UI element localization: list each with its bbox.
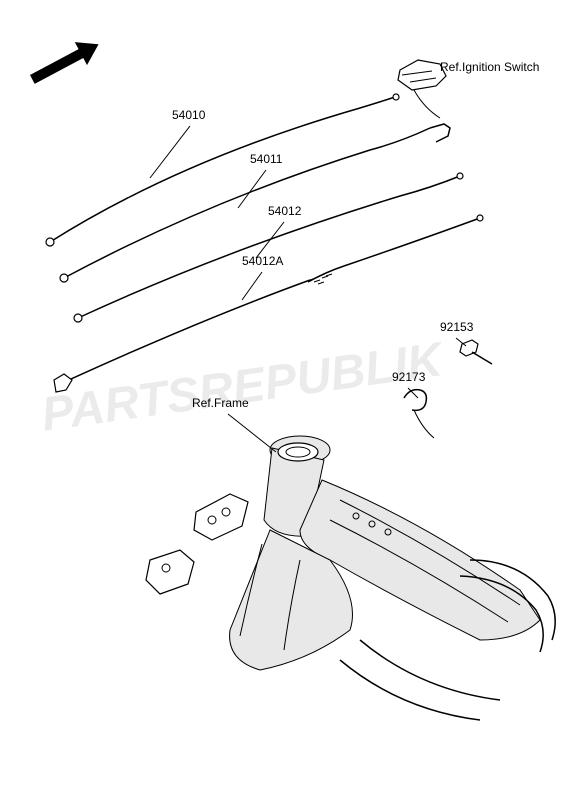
label-ref-ignition-switch: Ref.Ignition Switch — [440, 60, 539, 74]
cable-54012A — [54, 215, 483, 392]
label-54011: 54011 — [250, 152, 282, 166]
label-54012: 54012 — [268, 204, 301, 218]
diagram-canvas: PARTSREPUBLIK Ref.Ignition Switch Ref.Fr… — [0, 0, 584, 800]
label-ref-frame: Ref.Frame — [192, 396, 249, 410]
label-54012A: 54012A — [242, 254, 283, 268]
watermark-text: PARTSREPUBLIK — [38, 332, 445, 443]
direction-arrow — [26, 33, 104, 91]
cable-54010 — [46, 94, 399, 246]
diagram-svg — [0, 0, 584, 800]
label-92153: 92153 — [440, 320, 473, 334]
label-54010: 54010 — [172, 108, 205, 122]
bolt-92153 — [456, 338, 492, 364]
clamp-92173 — [404, 388, 434, 438]
ignition-switch-drawing — [398, 60, 446, 118]
cable-54012 — [74, 173, 463, 322]
label-92173: 92173 — [392, 370, 425, 384]
frame-drawing — [146, 414, 555, 720]
